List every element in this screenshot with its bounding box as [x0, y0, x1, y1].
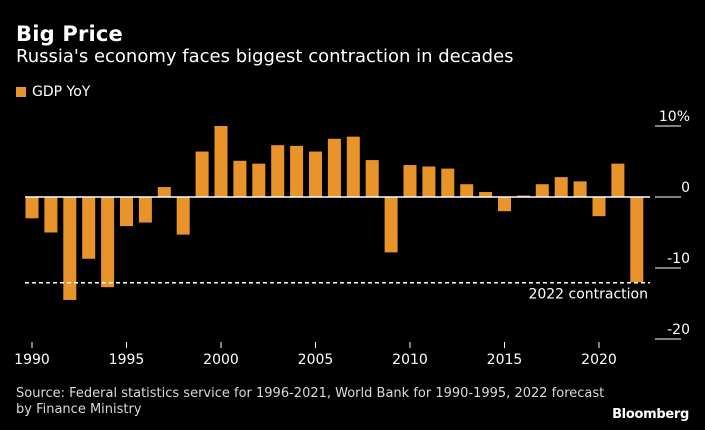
bar-2014 — [479, 192, 493, 197]
xtick-label: 2010 — [392, 352, 428, 368]
legend: GDP YoY — [16, 84, 90, 100]
bar-1995 — [120, 197, 133, 227]
chart-subtitle: Russia's economy faces biggest contracti… — [16, 46, 514, 67]
ytick-label: -20 — [667, 322, 690, 338]
bar-2009 — [384, 197, 398, 253]
xtick-label: 2000 — [203, 352, 239, 368]
bar-2001 — [233, 160, 247, 197]
bar-2019 — [573, 181, 587, 197]
bar-1990 — [25, 197, 39, 219]
bar-1994 — [101, 197, 115, 288]
xtick-label: 1990 — [14, 352, 50, 368]
chart-title: Big Price — [16, 22, 123, 46]
bar-2018 — [554, 177, 568, 197]
ytick-label: 0 — [681, 180, 690, 196]
bar-1999 — [195, 151, 209, 197]
bar-2002 — [252, 163, 266, 197]
xtick-label: 1995 — [109, 352, 145, 368]
bar-2013 — [460, 184, 474, 197]
bar-2011 — [422, 166, 436, 197]
bar-2005 — [309, 151, 322, 197]
source-note: Source: Federal statistics service for 1… — [16, 386, 605, 417]
bar-1996 — [138, 197, 152, 223]
bar-2010 — [403, 165, 417, 197]
ytick-label: -10 — [667, 251, 690, 267]
bloomberg-logo: Bloomberg — [612, 407, 689, 422]
bar-2006 — [327, 138, 341, 197]
xtick-label: 2005 — [298, 352, 334, 368]
bar-1993 — [82, 197, 96, 259]
bar-2020 — [592, 197, 606, 217]
bar-2000 — [214, 126, 228, 197]
reference-line-label: 2022 contraction — [528, 287, 648, 303]
bar-2022 — [630, 197, 644, 283]
bar-2017 — [535, 184, 549, 197]
bar-2015 — [498, 197, 511, 212]
ytick-label: 10% — [659, 109, 690, 125]
bar-2008 — [365, 160, 379, 197]
bar-2021 — [611, 163, 625, 197]
bar-1991 — [44, 197, 58, 233]
bar-2012 — [441, 168, 455, 197]
xtick-label: 2020 — [581, 352, 617, 368]
bar-2003 — [271, 145, 285, 197]
bar-1992 — [63, 197, 77, 300]
legend-swatch — [16, 87, 26, 97]
xtick-label: 2015 — [487, 352, 523, 368]
bar-1997 — [157, 187, 171, 197]
legend-label: GDP YoY — [32, 84, 91, 100]
bar-2007 — [346, 136, 360, 197]
bar-2004 — [290, 145, 304, 197]
bar-1998 — [176, 197, 190, 235]
